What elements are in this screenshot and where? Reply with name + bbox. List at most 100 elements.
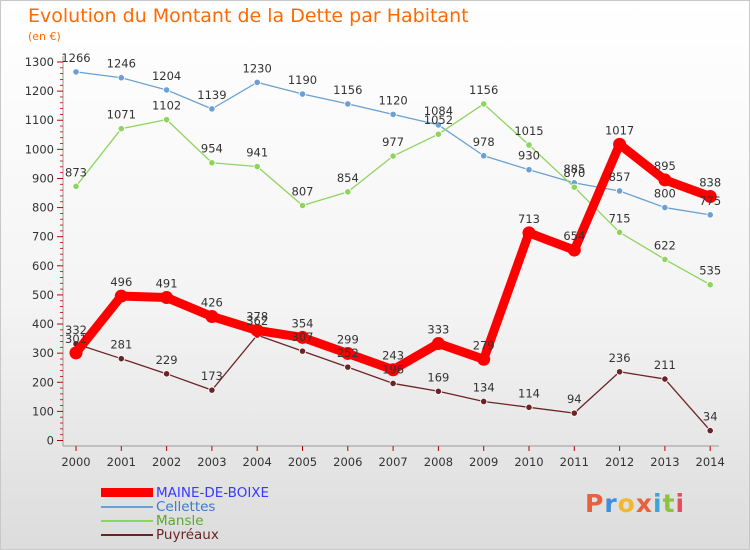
y-tick-label: 1300	[25, 55, 54, 69]
x-tick-label: 2003	[197, 455, 226, 469]
data-point	[296, 330, 309, 344]
y-tick-label: 800	[32, 201, 54, 215]
data-point	[344, 363, 352, 371]
data-label: 1156	[469, 83, 498, 97]
y-tick-label: 0	[47, 434, 54, 448]
data-point	[117, 355, 125, 363]
data-label: 1017	[605, 123, 634, 137]
data-label: 1120	[378, 93, 407, 107]
data-label: 307	[292, 330, 314, 344]
data-point	[703, 190, 717, 204]
data-point	[163, 86, 171, 94]
data-point	[431, 337, 445, 351]
data-label: 332	[65, 323, 87, 337]
data-point	[72, 182, 80, 190]
proxiti-logo[interactable]: Proxiti	[585, 489, 685, 518]
y-tick-label: 700	[32, 230, 54, 244]
data-point	[253, 78, 261, 86]
unit-label: (en €)	[28, 30, 61, 43]
data-point	[389, 379, 397, 388]
legend-label: Mansle	[156, 513, 204, 529]
y-tick-label: 300	[32, 346, 54, 360]
data-label: 281	[110, 338, 132, 352]
data-point	[706, 211, 714, 219]
data-label: 236	[609, 351, 631, 365]
logo-letter: i	[653, 489, 663, 518]
logo-letter: t	[662, 489, 676, 518]
data-point	[477, 352, 491, 366]
data-point	[205, 309, 219, 323]
data-label: 1084	[424, 104, 453, 118]
data-point	[434, 121, 442, 129]
data-point	[434, 130, 442, 138]
data-point	[208, 386, 216, 394]
y-tick-label: 500	[32, 288, 54, 302]
data-label: 941	[246, 146, 268, 160]
data-label: 1071	[107, 108, 136, 122]
data-point	[114, 289, 128, 303]
data-point	[72, 68, 80, 76]
data-label: 800	[654, 187, 676, 201]
data-point	[163, 370, 171, 378]
data-point	[117, 125, 125, 133]
data-point	[661, 255, 669, 264]
data-point	[69, 346, 83, 360]
data-label: 169	[427, 370, 449, 384]
legend-swatch	[101, 506, 153, 508]
data-label: 807	[292, 185, 314, 199]
data-label: 196	[382, 362, 404, 376]
data-point	[570, 409, 578, 417]
logo-letter: o	[617, 489, 636, 518]
data-point	[341, 346, 355, 360]
data-point	[389, 152, 397, 160]
data-point	[344, 188, 352, 196]
y-tick-label: 900	[32, 171, 54, 185]
data-point	[706, 427, 714, 435]
data-label: 654	[563, 229, 585, 243]
y-tick-label: 1200	[25, 84, 54, 98]
data-label: 34	[703, 410, 718, 424]
data-label: 1190	[288, 73, 317, 87]
data-label: 491	[156, 277, 178, 291]
data-label: 854	[337, 171, 359, 185]
data-label: 211	[654, 358, 676, 372]
data-label: 1230	[243, 61, 272, 75]
data-label: 301	[65, 332, 87, 346]
logo-letter: i	[675, 489, 686, 518]
data-point	[615, 368, 624, 376]
data-label: 496	[110, 275, 132, 289]
data-label: 229	[156, 353, 178, 367]
data-label: 173	[201, 369, 223, 383]
x-tick-label: 2011	[560, 455, 589, 469]
legend-label: MAINE-DE-BOIXE	[156, 485, 270, 501]
data-point	[480, 397, 488, 406]
legend-label: Puyréaux	[156, 527, 219, 543]
data-point	[208, 159, 216, 167]
data-point	[525, 403, 533, 411]
data-label: 535	[699, 264, 721, 278]
x-tick-label: 2012	[605, 455, 634, 469]
y-tick-label: 1100	[25, 113, 54, 127]
logo-letter: P	[585, 489, 605, 518]
data-point	[615, 187, 624, 195]
data-point	[250, 323, 264, 337]
data-point	[567, 243, 581, 257]
data-point	[525, 166, 533, 174]
data-label: 873	[65, 165, 87, 179]
y-tick-label: 200	[32, 375, 54, 389]
y-tick-label: 100	[32, 404, 54, 418]
data-label: 1102	[152, 99, 181, 113]
logo-letter: x	[635, 489, 653, 518]
y-tick-label: 400	[32, 317, 54, 331]
data-label: 378	[246, 309, 268, 323]
data-point	[480, 100, 488, 108]
data-label: 978	[473, 135, 495, 149]
legend-swatch	[101, 488, 153, 497]
data-point	[160, 291, 174, 305]
y-tick-label: 1000	[25, 142, 54, 156]
data-label: 977	[382, 135, 404, 149]
x-tick-label: 2004	[243, 455, 272, 469]
x-tick-label: 2013	[650, 455, 679, 469]
